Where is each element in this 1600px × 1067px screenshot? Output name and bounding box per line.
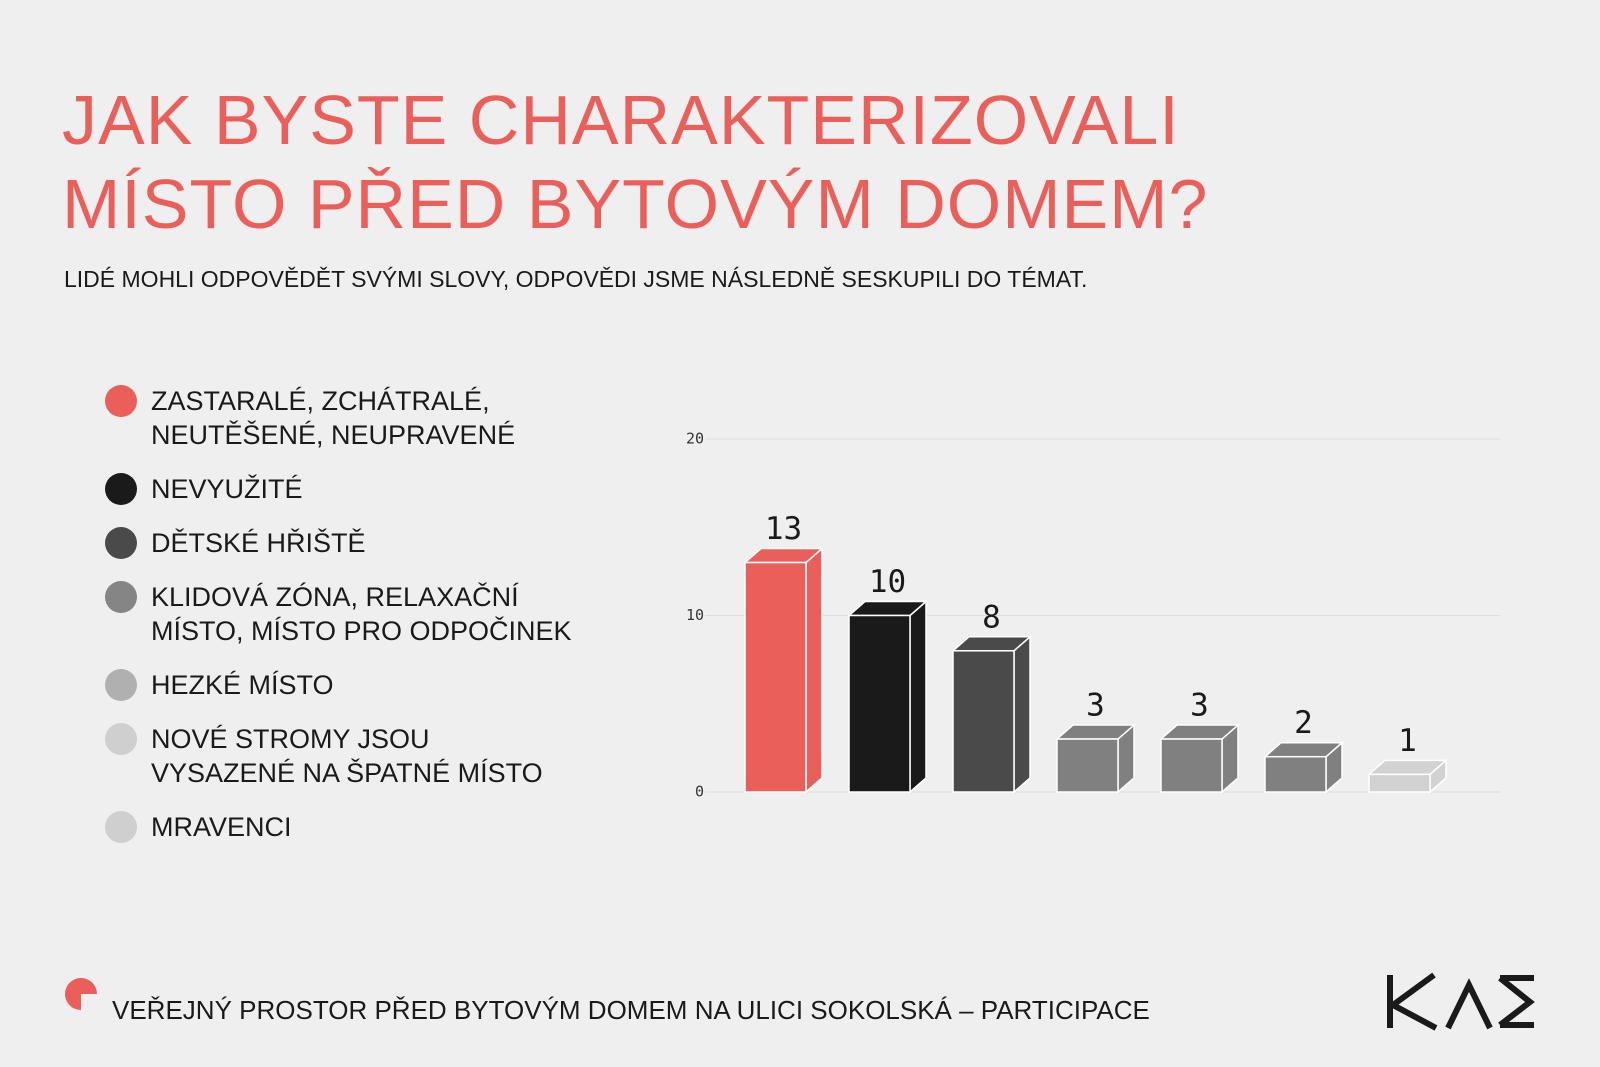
legend-dot	[105, 527, 137, 559]
y-tick-label: 20	[686, 430, 704, 448]
legend-label: NEVYUŽITÉ	[151, 474, 303, 504]
bar	[848, 614, 911, 793]
legend-item: ZASTARALÉ, ZCHÁTRALÉ, NEUTĚŠENÉ, NEUPRAV…	[105, 384, 572, 452]
bar	[744, 561, 807, 793]
data-label: 10	[869, 564, 906, 600]
subtitle: LIDÉ MOHLI ODPOVĚDĚT SVÝMI SLOVY, ODPOVĚ…	[64, 266, 1088, 292]
legend-label: KLIDOVÁ ZÓNA, RELAXAČNÍ MÍSTO, MÍSTO PRO…	[151, 582, 572, 646]
legend-item: KLIDOVÁ ZÓNA, RELAXAČNÍ MÍSTO, MÍSTO PRO…	[105, 580, 572, 648]
legend: ZASTARALÉ, ZCHÁTRALÉ, NEUTĚŠENÉ, NEUPRAV…	[105, 384, 572, 844]
legend-label: MRAVENCI	[151, 812, 292, 842]
legend-item: NEVYUŽITÉ	[105, 472, 572, 506]
legend-label: NOVÉ STROMY JSOU VYSAZENÉ NA ŠPATNÉ MÍST…	[151, 724, 543, 788]
bar-side	[1013, 635, 1031, 794]
title: JAK BYSTE CHARAKTERIZOVALI MÍSTO PŘED BY…	[62, 81, 1209, 243]
legend-dot	[105, 811, 137, 843]
data-label: 1	[1398, 723, 1417, 759]
bar-side	[805, 546, 823, 794]
data-label: 8	[982, 599, 1001, 635]
footer: VEŘEJNÝ PROSTOR PŘED BYTOVÝM DOMEM NA UL…	[112, 995, 1150, 1025]
legend-item: DĚTSKÉ HŘIŠTĚ	[105, 526, 572, 560]
y-tick-label: 10	[686, 606, 704, 624]
data-label: 3	[1086, 688, 1105, 724]
legend-label: DĚTSKÉ HŘIŠTĚ	[151, 528, 366, 558]
logo	[1387, 972, 1535, 1031]
legend-label: HEZKÉ MÍSTO	[151, 670, 334, 700]
bar-side	[909, 599, 927, 794]
footer-icon	[65, 978, 97, 1010]
data-label: 13	[765, 511, 802, 547]
bar	[1264, 755, 1327, 793]
legend-dot	[105, 669, 137, 701]
bar	[1160, 738, 1223, 793]
bar	[952, 650, 1015, 793]
legend-dot	[105, 581, 137, 613]
legend-item: NOVÉ STROMY JSOU VYSAZENÉ NA ŠPATNÉ MÍST…	[105, 722, 572, 790]
bar	[1368, 773, 1431, 793]
y-tick-label: 0	[695, 783, 704, 801]
legend-label: ZASTARALÉ, ZCHÁTRALÉ, NEUTĚŠENÉ, NEUPRAV…	[151, 386, 516, 450]
legend-item: HEZKÉ MÍSTO	[105, 668, 572, 702]
data-label: 2	[1294, 705, 1313, 741]
legend-item: MRAVENCI	[105, 810, 572, 844]
legend-dot	[105, 385, 137, 417]
data-label: 3	[1190, 688, 1209, 724]
bar	[1056, 738, 1119, 793]
legend-dot	[105, 723, 137, 755]
legend-dot	[105, 473, 137, 505]
